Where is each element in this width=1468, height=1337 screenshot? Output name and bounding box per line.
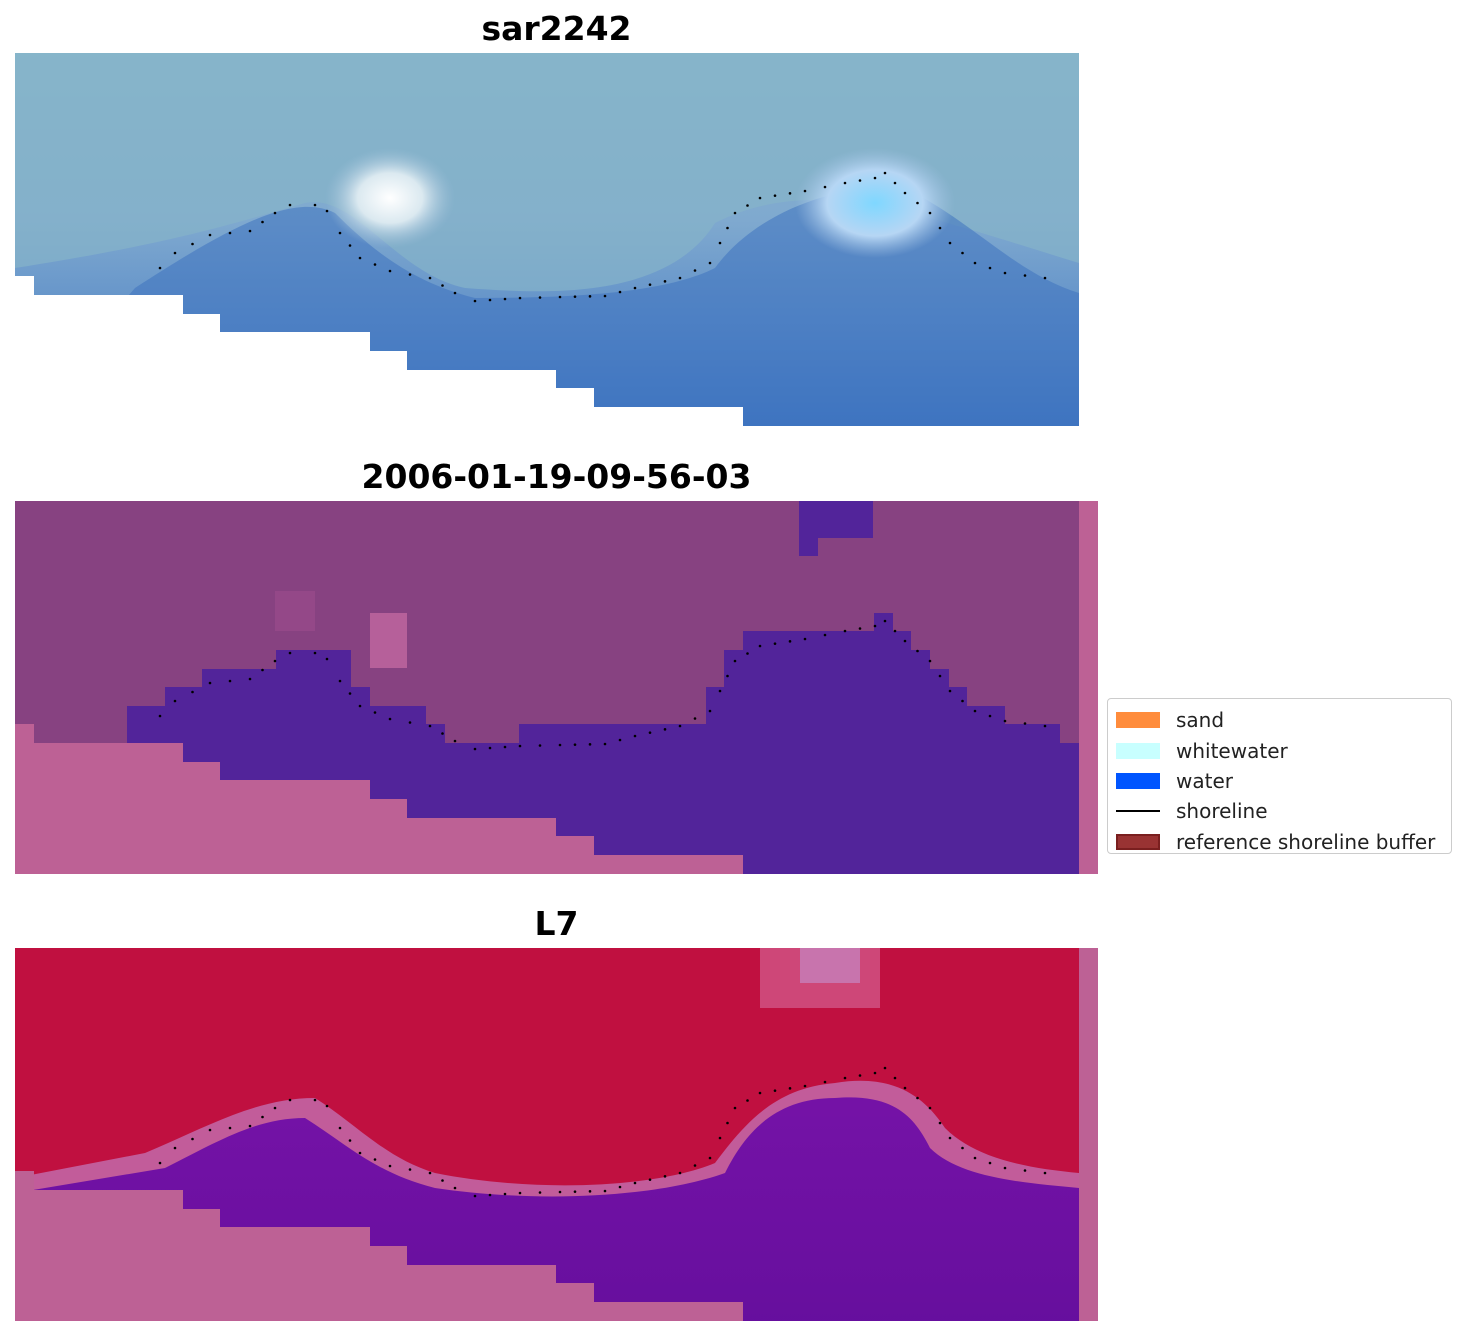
legend-item-water: water (1116, 766, 1443, 796)
legend-label-whitewater: whitewater (1176, 738, 1288, 763)
legend-swatch-shoreline (1116, 810, 1160, 813)
classified-image (15, 501, 1098, 874)
legend-item-whitewater: whitewater (1116, 735, 1443, 765)
legend-label-water: water (1176, 768, 1233, 793)
legend-swatch-water (1116, 772, 1160, 789)
legend-item-reference-buffer: reference shoreline buffer (1116, 827, 1443, 857)
legend-swatch-whitewater (1116, 742, 1160, 759)
legend-label-reference-buffer: reference shoreline buffer (1176, 829, 1436, 854)
legend-item-sand: sand (1116, 705, 1443, 735)
legend-label-shoreline: shoreline (1176, 799, 1268, 824)
image-panel-classified (15, 501, 1098, 874)
legend-label-sand: sand (1176, 708, 1225, 733)
legend: sand whitewater water shoreline referenc… (1107, 698, 1452, 854)
image-panel-l7 (15, 948, 1098, 1321)
legend-item-shoreline: shoreline (1116, 796, 1443, 826)
panel-title-rgb: sar2242 (481, 9, 632, 48)
panel-title-l7: L7 (534, 904, 579, 943)
panel-title-classified: 2006-01-19-09-56-03 (361, 457, 752, 496)
rgb-image (15, 53, 1079, 426)
l7-image (15, 948, 1098, 1321)
image-panel-rgb (15, 53, 1098, 426)
legend-swatch-sand (1116, 712, 1160, 729)
legend-swatch-reference-buffer (1116, 833, 1160, 850)
